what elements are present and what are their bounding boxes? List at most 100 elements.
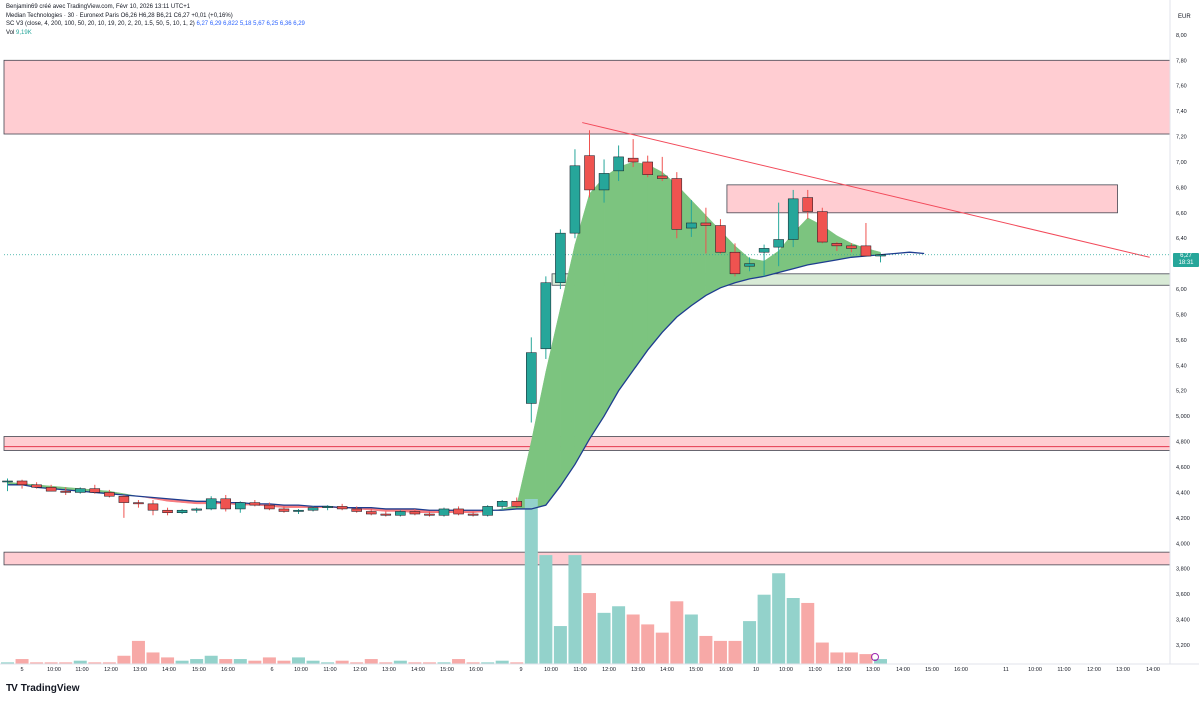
candle bbox=[60, 487, 71, 495]
time-tick-label: 14:00 bbox=[660, 667, 674, 673]
candle-body bbox=[496, 501, 508, 507]
volume-bar bbox=[44, 662, 58, 664]
candle bbox=[133, 500, 144, 508]
volume-bar bbox=[844, 652, 858, 664]
candle-body bbox=[453, 508, 464, 515]
price-tick-label: 6,60 bbox=[1176, 211, 1187, 217]
tradingview-brand[interactable]: TV TradingView bbox=[6, 683, 80, 694]
time-tick-label: 14:00 bbox=[1146, 667, 1160, 673]
candle-body bbox=[817, 211, 828, 243]
candle-body bbox=[744, 263, 755, 267]
brand-name: TradingView bbox=[20, 683, 80, 694]
candle bbox=[657, 156, 668, 182]
candle bbox=[409, 508, 421, 516]
volume-value: 9,19K bbox=[16, 29, 32, 36]
candle-body bbox=[584, 155, 595, 191]
candle-body bbox=[438, 508, 450, 516]
indicator-values: 6,27 6,29 6,822 5,18 5,67 6,25 6,36 6,29 bbox=[196, 21, 305, 27]
volume-bar bbox=[190, 659, 204, 664]
time-tick-label: 10:00 bbox=[1028, 667, 1042, 673]
time-tick-label: 12:00 bbox=[837, 667, 851, 673]
time-tick-label: 14:00 bbox=[411, 667, 425, 673]
candle bbox=[846, 243, 857, 253]
candle-body bbox=[526, 352, 537, 404]
cloud-segment bbox=[574, 193, 590, 466]
volume-bar bbox=[379, 662, 393, 664]
candle-body bbox=[366, 511, 377, 515]
currency-label: EUR bbox=[1178, 14, 1191, 20]
candle bbox=[147, 500, 159, 516]
candle bbox=[264, 502, 275, 511]
time-tick-label: 16:00 bbox=[719, 667, 733, 673]
candle bbox=[89, 484, 101, 494]
zone-1 bbox=[726, 184, 1118, 214]
volume-bar bbox=[321, 662, 335, 664]
price-tick-label: 7,40 bbox=[1176, 109, 1187, 115]
candle bbox=[424, 511, 435, 517]
volume-bar bbox=[175, 660, 189, 664]
volume-bar bbox=[874, 659, 887, 664]
candle-body bbox=[220, 498, 231, 510]
symbol-line[interactable]: Median Technologies · 30 · Euronext Pari… bbox=[6, 12, 119, 19]
price-tick-label: 5,80 bbox=[1176, 312, 1187, 318]
time-tick-label: 12:00 bbox=[353, 667, 367, 673]
candle-body bbox=[60, 490, 71, 493]
candle-body bbox=[205, 498, 217, 510]
volume-bar bbox=[655, 632, 669, 664]
time-tick-label: 15:00 bbox=[689, 667, 703, 673]
candle bbox=[176, 508, 188, 515]
time-tick-label: 6 bbox=[270, 667, 273, 673]
candle-body bbox=[45, 487, 57, 492]
volume-bar bbox=[583, 593, 596, 664]
credit-text: Benjamin69 créé avec TradingView.com, Fé… bbox=[6, 4, 191, 10]
price-tick-label: 7,20 bbox=[1176, 135, 1187, 141]
price-tick-label: 7,80 bbox=[1176, 58, 1187, 64]
volume-bar bbox=[743, 621, 757, 664]
price-axis[interactable]: EUR 8,00 7,80 7,60 7,40 7,20 7,00 6,80 6,60 6,40 6… bbox=[1169, 0, 1191, 664]
candle-body bbox=[511, 501, 522, 507]
candle-body bbox=[627, 157, 639, 163]
price-tick-label: 4,600 bbox=[1176, 465, 1190, 471]
volume-bar bbox=[495, 660, 509, 664]
candle bbox=[351, 506, 362, 513]
candle-body bbox=[336, 506, 348, 510]
candle bbox=[307, 506, 319, 512]
candle bbox=[366, 508, 377, 516]
volume-bar bbox=[59, 662, 73, 664]
candle bbox=[191, 507, 202, 513]
candle-body bbox=[351, 508, 362, 512]
candle bbox=[395, 510, 406, 517]
candle-body bbox=[31, 484, 42, 488]
volume-bar bbox=[277, 660, 291, 664]
candle bbox=[467, 511, 479, 517]
candle bbox=[686, 200, 697, 237]
support-line bbox=[7, 251, 925, 511]
volume-bar bbox=[597, 612, 611, 664]
current-price-value: 6,27 bbox=[1180, 253, 1192, 259]
candle-body bbox=[555, 232, 566, 283]
indicator-name[interactable]: SC V3 (close, 4, 200, 100, 50, 20, 10, 1… bbox=[6, 21, 195, 27]
price-tick-label: 7,60 bbox=[1176, 84, 1187, 90]
volume-bar bbox=[786, 598, 800, 664]
candle-body bbox=[802, 197, 813, 212]
price-tick-label: 3,200 bbox=[1176, 643, 1190, 649]
time-tick-label: 14:00 bbox=[162, 667, 176, 673]
volume-bar bbox=[262, 657, 276, 664]
candle bbox=[569, 149, 581, 239]
candle bbox=[496, 500, 508, 511]
volume-label[interactable]: Vol bbox=[6, 29, 15, 36]
price-tick-label: 5,20 bbox=[1176, 389, 1187, 395]
volume-bar bbox=[335, 660, 349, 664]
time-tick-label: 16:00 bbox=[221, 667, 235, 673]
time-axis[interactable]: 5 10:00 11:00 12:00 13:00 14:00 15:00 16:00 6 10:… bbox=[0, 653, 1199, 674]
candle-body bbox=[191, 508, 202, 511]
candle bbox=[31, 482, 42, 489]
time-tick-label: 11 bbox=[1003, 667, 1009, 673]
candle bbox=[118, 494, 130, 518]
candle-body bbox=[700, 222, 712, 226]
candle-body bbox=[642, 161, 653, 175]
cloud-segment bbox=[589, 176, 605, 440]
time-tick-label: 13:00 bbox=[382, 667, 396, 673]
price-tick-label: 4,400 bbox=[1176, 490, 1190, 496]
